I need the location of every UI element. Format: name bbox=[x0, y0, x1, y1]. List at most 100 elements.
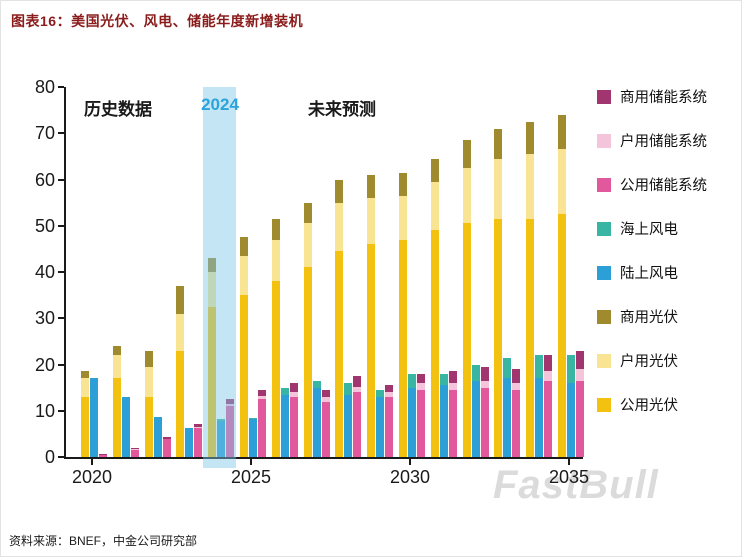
wind-bar bbox=[153, 416, 162, 457]
storage-utility-segment bbox=[226, 406, 235, 457]
wind-bar bbox=[376, 389, 385, 457]
y-axis-tick-label: 20 bbox=[34, 354, 55, 375]
storage-commercial-segment bbox=[417, 373, 425, 383]
bar-group-2025 bbox=[240, 237, 266, 457]
bar-group-2027 bbox=[303, 202, 330, 457]
storage-residential-segment bbox=[321, 396, 330, 402]
legend-label: 商用储能系统 bbox=[620, 90, 707, 106]
pv-utility-segment bbox=[112, 378, 121, 457]
wind-onshore-segment bbox=[280, 394, 289, 457]
pv-commercial-segment bbox=[208, 258, 217, 272]
storage-residential-segment bbox=[130, 449, 139, 451]
wind-offshore-segment bbox=[439, 373, 448, 386]
wind-onshore-segment bbox=[344, 394, 353, 457]
pv-utility-segment bbox=[367, 244, 376, 457]
pv-bar bbox=[144, 350, 153, 457]
pv-utility-segment bbox=[526, 218, 535, 457]
wind-offshore-segment bbox=[280, 387, 289, 395]
annotation-forecast: 未来预测 bbox=[308, 100, 376, 119]
pv-residential-segment bbox=[208, 272, 217, 307]
pv-utility-segment bbox=[430, 230, 439, 457]
y-axis-tick bbox=[58, 271, 64, 273]
pv-utility-segment bbox=[462, 223, 471, 457]
y-axis-tick-label: 30 bbox=[34, 308, 55, 329]
bar-group-2021 bbox=[112, 346, 139, 457]
pv-residential-segment bbox=[558, 149, 566, 215]
annotation-highlight-year: 2024 bbox=[201, 95, 239, 114]
storage-bar bbox=[162, 437, 171, 457]
pv-bar bbox=[81, 371, 89, 457]
storage-utility-segment bbox=[480, 387, 489, 457]
pv-bar bbox=[303, 202, 312, 457]
wind-bar bbox=[344, 383, 353, 457]
pv-bar bbox=[462, 140, 471, 457]
storage-bar bbox=[289, 383, 298, 457]
pv-bar bbox=[271, 218, 280, 457]
pv-commercial-segment bbox=[558, 114, 566, 150]
legend-label: 户用光伏 bbox=[620, 354, 678, 370]
storage-bar bbox=[258, 389, 266, 457]
storage-commercial-segment bbox=[258, 389, 266, 396]
pv-commercial-segment bbox=[303, 202, 312, 224]
y-axis-tick-label: 60 bbox=[34, 169, 55, 190]
storage-utility-segment bbox=[99, 455, 107, 457]
bar-group-2020 bbox=[81, 371, 107, 457]
pv-utility-segment bbox=[240, 295, 248, 457]
legend-swatch-icon bbox=[597, 397, 611, 412]
pv-residential-segment bbox=[112, 355, 121, 379]
storage-commercial-segment bbox=[576, 350, 584, 370]
legend-swatch-icon bbox=[597, 133, 611, 148]
x-axis-tick bbox=[409, 459, 411, 465]
storage-bar bbox=[321, 389, 330, 457]
legend-swatch-icon bbox=[597, 177, 611, 192]
y-axis-tick bbox=[58, 86, 64, 88]
y-axis-tick-label: 10 bbox=[34, 400, 55, 421]
wind-onshore-segment bbox=[90, 378, 98, 457]
wind-onshore-segment bbox=[121, 396, 130, 457]
y-axis-tick bbox=[58, 317, 64, 320]
pv-commercial-segment bbox=[112, 346, 121, 356]
storage-utility-segment bbox=[289, 396, 298, 457]
pv-commercial-segment bbox=[81, 371, 89, 379]
wind-offshore-segment bbox=[376, 389, 385, 397]
legend-swatch-icon bbox=[597, 265, 611, 280]
x-axis-tick-label: 2025 bbox=[230, 467, 272, 487]
pv-bar bbox=[367, 174, 376, 457]
storage-commercial-segment bbox=[289, 383, 298, 393]
storage-residential-segment bbox=[162, 438, 171, 440]
bar-group-2022 bbox=[144, 350, 171, 457]
y-axis-tick-label: 50 bbox=[34, 215, 55, 236]
pv-commercial-segment bbox=[335, 179, 344, 203]
wind-bar bbox=[567, 355, 575, 457]
y-axis-tick bbox=[58, 409, 64, 412]
wind-bar bbox=[503, 357, 512, 457]
wind-onshore-segment bbox=[249, 419, 257, 457]
pv-bar bbox=[208, 258, 217, 457]
pv-utility-segment bbox=[494, 218, 503, 457]
storage-bar bbox=[512, 369, 521, 457]
storage-residential-segment bbox=[544, 371, 553, 381]
storage-commercial-segment bbox=[99, 453, 107, 455]
wind-bar bbox=[471, 364, 480, 457]
pv-bar bbox=[112, 346, 121, 457]
storage-residential-segment bbox=[353, 386, 362, 393]
legend-label: 户用储能系统 bbox=[620, 134, 707, 150]
wind-onshore-segment bbox=[312, 387, 321, 457]
wind-bar bbox=[249, 417, 257, 457]
pv-residential-segment bbox=[399, 195, 407, 240]
storage-residential-segment bbox=[512, 383, 521, 390]
wind-onshore-segment bbox=[153, 416, 162, 457]
legend-swatch-icon bbox=[597, 89, 611, 104]
storage-residential-segment bbox=[226, 403, 235, 407]
y-axis-tick bbox=[58, 363, 64, 366]
y-axis-tick bbox=[58, 178, 64, 181]
pv-commercial-segment bbox=[271, 218, 280, 240]
pv-residential-segment bbox=[430, 181, 439, 231]
bar-group-2030 bbox=[399, 172, 425, 457]
pv-commercial-segment bbox=[399, 172, 407, 196]
legend-label: 海上风电 bbox=[620, 222, 678, 238]
storage-utility-segment bbox=[353, 392, 362, 457]
storage-bar bbox=[448, 371, 457, 457]
storage-utility-segment bbox=[258, 399, 266, 457]
pv-residential-segment bbox=[462, 167, 471, 224]
